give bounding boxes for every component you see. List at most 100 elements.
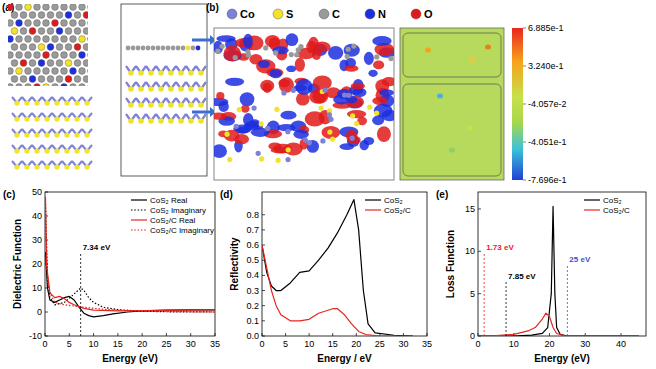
density-lobe <box>322 126 341 139</box>
colorbar-label: -7.696e-1 <box>528 175 567 185</box>
atom <box>52 20 59 27</box>
element-swatch <box>365 9 375 19</box>
atom <box>234 124 239 129</box>
x-tick-label: 30 <box>398 339 408 349</box>
atom <box>196 46 201 51</box>
atom <box>168 118 174 124</box>
density-lobe <box>372 97 387 105</box>
atom <box>256 151 261 156</box>
x-tick <box>262 333 263 336</box>
atom <box>34 36 41 43</box>
atom <box>47 28 54 35</box>
atom <box>265 126 270 131</box>
density-lobe <box>360 140 369 150</box>
atom <box>54 164 59 169</box>
density-lobe <box>379 89 394 96</box>
atom <box>259 121 264 126</box>
atom <box>44 132 49 137</box>
atom <box>20 76 27 83</box>
legend: CoS₂CoS₂/C <box>365 196 411 215</box>
y-tick <box>262 320 265 321</box>
atom <box>237 107 242 112</box>
legend: CoS₂ RealCoS₂ ImaginaryCoS₂/C RealCoS₂/C… <box>131 196 214 235</box>
atom <box>188 118 194 124</box>
density-lobe <box>351 83 365 90</box>
atom <box>286 147 291 152</box>
atom <box>8 84 13 86</box>
atom <box>14 116 19 121</box>
atom <box>327 129 332 134</box>
annotation-line <box>484 252 485 336</box>
atom <box>289 52 294 57</box>
x-tick-label: 20 <box>351 339 361 349</box>
series-line <box>478 206 639 336</box>
y-tick <box>262 305 265 306</box>
atom <box>29 12 36 19</box>
x-tick <box>356 333 357 336</box>
density-lobe <box>313 75 332 90</box>
atom <box>83 12 88 19</box>
density-lobe <box>368 70 377 77</box>
atom <box>88 36 89 43</box>
atom <box>64 100 69 105</box>
atom <box>56 76 63 83</box>
atom <box>47 76 54 83</box>
atom <box>79 20 86 27</box>
atom <box>166 46 171 51</box>
atom <box>178 102 184 108</box>
atom <box>47 44 54 51</box>
atom <box>74 60 81 67</box>
atom <box>191 46 196 51</box>
atom <box>88 4 89 10</box>
x-tick <box>285 333 286 336</box>
element-swatch <box>227 9 237 19</box>
x-tick <box>332 333 333 336</box>
annotation-text: 1.73 eV <box>486 243 514 252</box>
atom <box>24 116 29 121</box>
y-tick-label: 40 <box>32 211 42 221</box>
atom <box>65 12 72 19</box>
atom <box>11 28 18 35</box>
atom <box>61 36 68 43</box>
lateral-view <box>12 97 92 170</box>
density-lobe <box>345 65 359 72</box>
atom <box>38 60 45 67</box>
legend-swatch <box>365 209 381 210</box>
x-tick <box>215 333 216 336</box>
colorbar-tick <box>523 65 526 66</box>
atom <box>168 86 174 92</box>
atom <box>263 45 268 50</box>
atom <box>158 70 164 76</box>
y-tick <box>262 290 265 291</box>
y-tick <box>478 208 481 209</box>
y-tick-label: 15 <box>465 204 475 214</box>
atom <box>61 68 68 75</box>
atom <box>367 105 372 110</box>
legend-label: CoS₂/C Real <box>150 216 196 225</box>
x-axis-label: Energy (eV) <box>102 353 158 364</box>
y-tick-label: 0.6 <box>246 240 259 250</box>
atom <box>148 86 154 92</box>
y-tick <box>262 336 265 337</box>
atom <box>298 44 303 49</box>
side-box <box>121 4 207 176</box>
x-tick-label: 20 <box>137 339 147 349</box>
atom <box>79 68 86 75</box>
atom <box>64 164 69 169</box>
y-tick <box>478 251 481 252</box>
atom <box>342 93 347 98</box>
colorbar-label: -4.057e-2 <box>528 99 567 109</box>
atom <box>70 84 77 86</box>
element-symbol: C <box>332 8 340 20</box>
atom <box>38 28 45 35</box>
colorbar-tick <box>523 28 526 29</box>
y-axis-label: Loss Function <box>445 230 456 298</box>
density-lobe <box>372 36 391 46</box>
x-tick-label: 15 <box>328 339 338 349</box>
panel-label: (c) <box>3 189 15 200</box>
atom <box>181 46 186 51</box>
legend-swatch <box>131 219 147 220</box>
atom <box>350 113 355 118</box>
annotation-line <box>506 281 507 336</box>
atom <box>20 44 27 51</box>
